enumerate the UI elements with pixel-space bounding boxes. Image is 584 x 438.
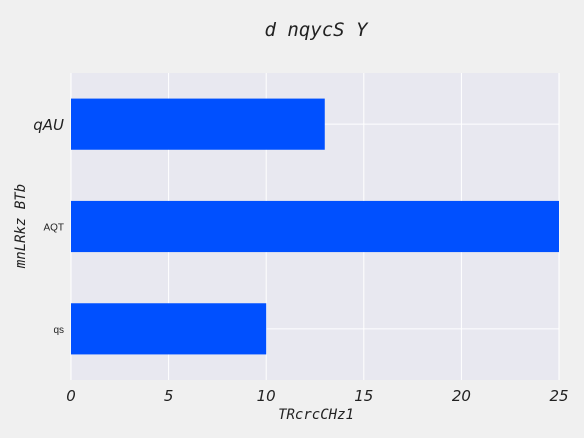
y-tick-label: AQT [43, 223, 64, 234]
bar-qAU [71, 98, 325, 150]
y-axis-label: mnLRkz BTb [13, 184, 29, 269]
bars [71, 98, 559, 355]
bar-AQT [71, 200, 559, 253]
bar-qs [71, 303, 267, 355]
x-tick-labels: 0 5 10 15 20 25 [66, 387, 568, 405]
x-tick-label: 25 [549, 387, 568, 405]
chart-title: d nqycS Y [265, 19, 370, 41]
y-tick-label: qAU [33, 116, 64, 134]
x-tick-label: 0 [66, 387, 76, 405]
x-axis-label: TRcrcCHz1 [278, 407, 354, 423]
x-tick-label: 5 [164, 387, 174, 405]
y-tick-label: qs [53, 325, 64, 336]
x-tick-label: 15 [354, 387, 373, 405]
x-tick-label: 10 [257, 387, 276, 405]
y-tick-labels: qAU AQT qs [33, 116, 64, 336]
x-tick-label: 20 [452, 387, 471, 405]
